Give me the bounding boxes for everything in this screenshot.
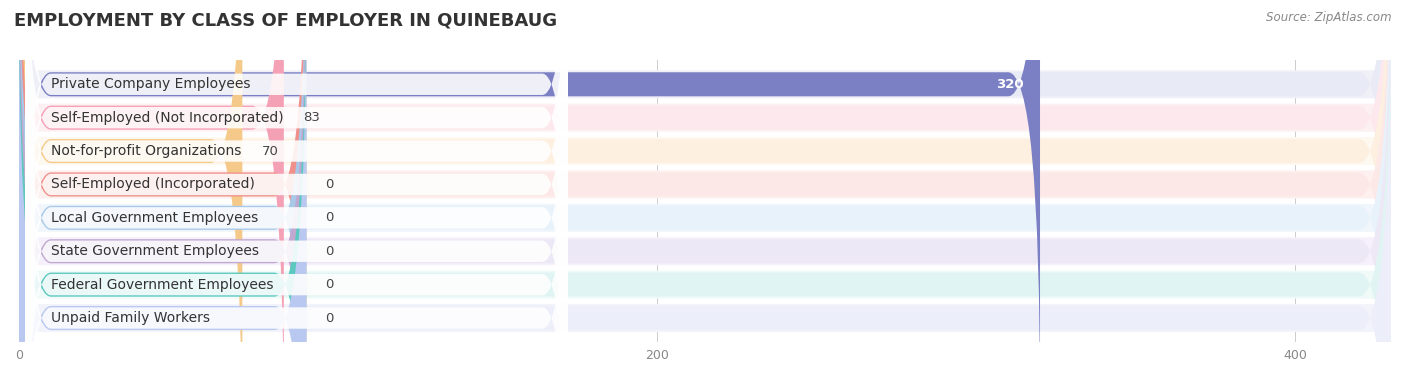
FancyBboxPatch shape [20,0,307,377]
Text: 83: 83 [302,111,319,124]
FancyBboxPatch shape [20,0,1391,377]
FancyBboxPatch shape [20,204,1391,232]
FancyBboxPatch shape [20,0,307,377]
Text: Self-Employed (Incorporated): Self-Employed (Incorporated) [51,178,254,192]
Text: Not-for-profit Organizations: Not-for-profit Organizations [51,144,242,158]
Text: 0: 0 [325,178,333,191]
FancyBboxPatch shape [20,104,1391,132]
FancyBboxPatch shape [20,0,307,377]
FancyBboxPatch shape [20,70,1391,98]
Text: Self-Employed (Not Incorporated): Self-Employed (Not Incorporated) [51,111,284,125]
Text: Federal Government Employees: Federal Government Employees [51,277,273,292]
FancyBboxPatch shape [20,0,284,377]
Text: Unpaid Family Workers: Unpaid Family Workers [51,311,209,325]
FancyBboxPatch shape [25,0,568,374]
FancyBboxPatch shape [25,28,568,377]
FancyBboxPatch shape [25,0,568,377]
FancyBboxPatch shape [20,304,1391,332]
FancyBboxPatch shape [20,0,307,377]
FancyBboxPatch shape [25,0,568,341]
Text: 0: 0 [325,278,333,291]
FancyBboxPatch shape [20,0,1391,377]
FancyBboxPatch shape [20,0,1391,377]
Text: State Government Employees: State Government Employees [51,244,259,258]
FancyBboxPatch shape [25,0,568,377]
Text: 70: 70 [262,144,278,158]
FancyBboxPatch shape [25,61,568,377]
FancyBboxPatch shape [20,0,1391,377]
FancyBboxPatch shape [20,170,1391,198]
FancyBboxPatch shape [20,237,1391,265]
FancyBboxPatch shape [25,0,568,377]
Text: Private Company Employees: Private Company Employees [51,77,250,91]
Text: 0: 0 [325,245,333,258]
Text: Local Government Employees: Local Government Employees [51,211,259,225]
FancyBboxPatch shape [20,137,1391,165]
FancyBboxPatch shape [20,0,1391,377]
FancyBboxPatch shape [20,0,1391,377]
FancyBboxPatch shape [20,0,1040,377]
FancyBboxPatch shape [20,0,242,377]
Text: EMPLOYMENT BY CLASS OF EMPLOYER IN QUINEBAUG: EMPLOYMENT BY CLASS OF EMPLOYER IN QUINE… [14,11,557,29]
FancyBboxPatch shape [20,271,1391,299]
FancyBboxPatch shape [20,0,1391,377]
FancyBboxPatch shape [25,0,568,377]
Text: Source: ZipAtlas.com: Source: ZipAtlas.com [1267,11,1392,24]
Text: 320: 320 [997,78,1024,91]
Text: 0: 0 [325,311,333,325]
FancyBboxPatch shape [20,0,307,377]
FancyBboxPatch shape [20,0,1391,377]
Text: 0: 0 [325,211,333,224]
